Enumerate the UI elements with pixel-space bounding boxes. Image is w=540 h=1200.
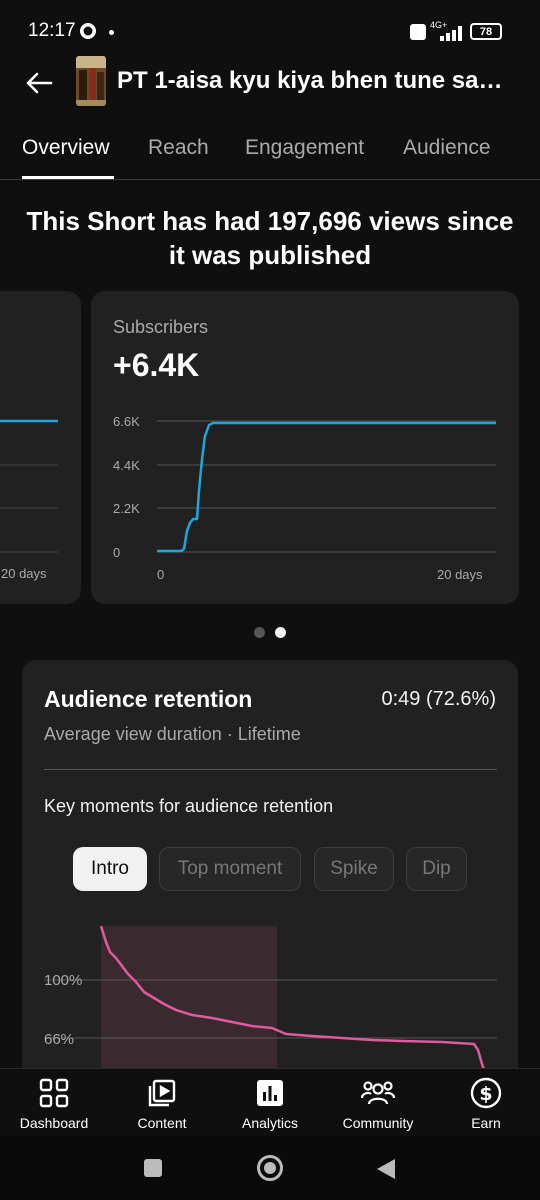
carousel-pagination bbox=[0, 627, 540, 639]
chip-intro[interactable]: Intro bbox=[73, 847, 147, 891]
nav-community[interactable]: Community bbox=[336, 1069, 420, 1137]
dashboard-icon bbox=[37, 1077, 71, 1109]
views-chart bbox=[0, 419, 58, 553]
nav-label: Earn bbox=[471, 1115, 501, 1131]
y-tick-label: 2.2K bbox=[113, 501, 140, 516]
video-thumbnail bbox=[76, 56, 106, 106]
views-card[interactable]: 20 days bbox=[0, 291, 81, 604]
tab-active-indicator bbox=[22, 176, 114, 179]
battery-level: 78 bbox=[479, 25, 493, 38]
tab-reach[interactable]: Reach bbox=[148, 136, 209, 159]
divider bbox=[44, 769, 497, 770]
nav-content[interactable]: Content bbox=[126, 1069, 198, 1137]
retention-value: 0:49 (72.6%) bbox=[381, 688, 496, 710]
subscribers-chart: 6.6K 4.4K 2.2K 0 0 20 days bbox=[113, 414, 496, 582]
header: PT 1-aisa kyu kiya bhen tune sab ki nazr… bbox=[0, 48, 540, 118]
subscribers-card[interactable]: Subscribers +6.4K 6.6K 4.4K 2.2K 0 0 20 … bbox=[91, 291, 519, 604]
retention-subtitle: Average view duration · Lifetime bbox=[44, 724, 301, 744]
tab-bar: Overview Reach Engagement Audience bbox=[0, 118, 540, 180]
y-tick-label: 100% bbox=[44, 972, 82, 989]
network-type: 4G+ bbox=[430, 20, 448, 30]
signal-icon bbox=[440, 26, 462, 41]
subscribers-line bbox=[157, 421, 496, 553]
content-icon bbox=[145, 1077, 179, 1109]
status-time: 12:17 bbox=[28, 20, 76, 41]
y-tick-label: 66% bbox=[44, 1031, 74, 1048]
pagination-dot[interactable] bbox=[254, 627, 265, 638]
recent-apps-button[interactable] bbox=[144, 1159, 162, 1177]
subscribers-value: +6.4K bbox=[113, 347, 200, 383]
nav-label: Analytics bbox=[241, 1115, 299, 1131]
nav-label: Content bbox=[137, 1115, 187, 1131]
notification-dot-icon bbox=[109, 30, 114, 35]
retention-chart: 100% 66% bbox=[44, 925, 497, 1080]
subscribers-label: Subscribers bbox=[113, 317, 209, 337]
audience-retention-card[interactable]: Audience retention 0:49 (72.6%) Average … bbox=[22, 660, 518, 1080]
retention-line bbox=[99, 925, 490, 1080]
chip-dip[interactable]: Dip bbox=[406, 847, 467, 891]
volte-icon bbox=[410, 24, 426, 40]
earn-icon: $ bbox=[469, 1077, 503, 1109]
pagination-dot-active[interactable] bbox=[275, 627, 286, 638]
views-x-end-label: 20 days bbox=[1, 566, 47, 581]
y-tick-label: 4.4K bbox=[113, 458, 140, 473]
bottom-navigation: Dashboard Content Analytics bbox=[0, 1068, 540, 1136]
battery-icon: 78 bbox=[470, 23, 502, 40]
views-headline: This Short has had 197,696 views since i… bbox=[26, 206, 514, 270]
nav-earn[interactable]: $ Earn bbox=[456, 1069, 516, 1137]
tab-overview[interactable]: Overview bbox=[22, 136, 110, 159]
chip-spike[interactable]: Spike bbox=[314, 847, 394, 891]
y-tick-label: 6.6K bbox=[113, 414, 140, 429]
tab-engagement[interactable]: Engagement bbox=[245, 136, 365, 159]
system-navigation-bar bbox=[0, 1136, 540, 1200]
x-tick-label: 20 days bbox=[437, 567, 483, 582]
key-moments-label: Key moments for audience retention bbox=[44, 796, 334, 816]
community-icon bbox=[361, 1077, 395, 1109]
home-button[interactable] bbox=[257, 1155, 283, 1181]
arrow-back-icon bbox=[26, 72, 53, 94]
x-tick-label: 0 bbox=[157, 567, 164, 582]
page-title: PT 1-aisa kyu kiya bhen tune sab ki nazr… bbox=[117, 67, 517, 94]
nav-label: Dashboard bbox=[19, 1115, 89, 1131]
chip-top-moment[interactable]: Top moment bbox=[159, 847, 301, 891]
svg-text:$: $ bbox=[479, 1083, 492, 1105]
retention-title: Audience retention bbox=[44, 686, 253, 712]
home-inner-dot-icon bbox=[264, 1162, 276, 1174]
status-bar: 12:17 4G+ 78 bbox=[0, 0, 540, 64]
nav-label: Community bbox=[342, 1115, 414, 1131]
analytics-icon bbox=[253, 1077, 287, 1109]
back-nav-button[interactable] bbox=[376, 1158, 396, 1180]
back-button[interactable] bbox=[18, 62, 60, 104]
nav-analytics[interactable]: Analytics bbox=[234, 1069, 306, 1137]
tab-audience[interactable]: Audience bbox=[403, 136, 491, 159]
intro-highlight bbox=[101, 926, 277, 1080]
whatsapp-notification-icon bbox=[80, 23, 96, 39]
y-tick-label: 0 bbox=[113, 545, 120, 560]
nav-dashboard[interactable]: Dashboard bbox=[17, 1069, 91, 1137]
